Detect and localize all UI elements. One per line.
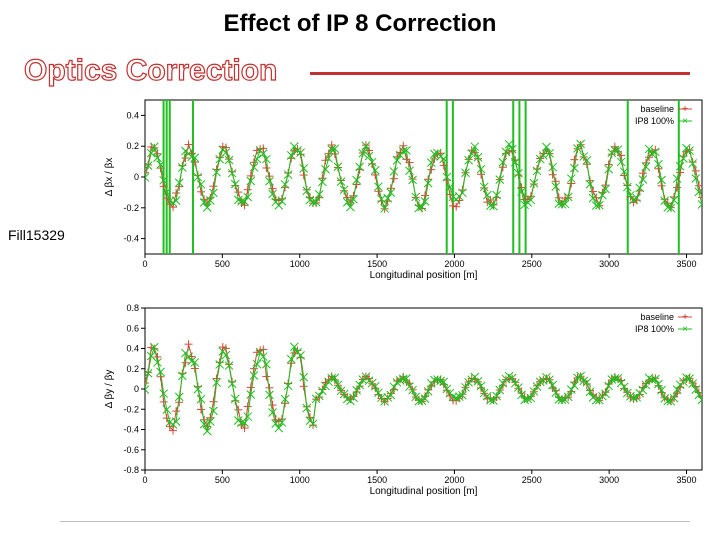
beta-x-chart: 0 500 1000 1500 2000 2500 3000 3500 -0.4 -0.2 0 0.2… xyxy=(100,92,710,282)
svg-text:0.6: 0.6 xyxy=(126,323,139,333)
svg-text:0.4: 0.4 xyxy=(126,110,139,120)
svg-text:1500: 1500 xyxy=(367,259,387,269)
svg-text:3000: 3000 xyxy=(599,259,619,269)
svg-text:0.8: 0.8 xyxy=(126,303,139,313)
svg-text:-0.4: -0.4 xyxy=(123,425,139,435)
svg-text:500: 500 xyxy=(215,475,230,485)
svg-text:×: × xyxy=(682,116,688,127)
svg-text:×: × xyxy=(682,324,688,335)
svg-text:0.2: 0.2 xyxy=(126,141,139,151)
svg-text:2000: 2000 xyxy=(444,259,464,269)
svg-text:-0.2: -0.2 xyxy=(123,203,139,213)
svg-text:2500: 2500 xyxy=(522,259,542,269)
svg-text:1500: 1500 xyxy=(367,475,387,485)
svg-text:baseline: baseline xyxy=(640,312,674,322)
footer-divider xyxy=(60,521,690,522)
svg-text:0.2: 0.2 xyxy=(126,364,139,374)
svg-text:-0.4: -0.4 xyxy=(123,234,139,244)
svg-text:500: 500 xyxy=(215,259,230,269)
fill-label: Fill15329 xyxy=(8,227,65,243)
svg-text:IP8 100%: IP8 100% xyxy=(635,324,674,334)
svg-text:3500: 3500 xyxy=(677,475,697,485)
title-rule xyxy=(310,72,690,75)
svg-text:0: 0 xyxy=(134,384,139,394)
page-title: Effect of IP 8 Correction xyxy=(0,10,720,38)
svg-text:Longitudinal position [m]: Longitudinal position [m] xyxy=(370,270,478,281)
svg-text:0: 0 xyxy=(134,172,139,182)
svg-text:IP8 100%: IP8 100% xyxy=(635,116,674,126)
svg-text:Δ βy / βy: Δ βy / βy xyxy=(104,370,115,409)
svg-text:-0.2: -0.2 xyxy=(123,404,139,414)
svg-text:+: + xyxy=(682,104,688,115)
svg-text:3000: 3000 xyxy=(599,475,619,485)
svg-text:3500: 3500 xyxy=(677,259,697,269)
page-subtitle: Optics Correction xyxy=(24,54,277,88)
svg-text:1000: 1000 xyxy=(290,259,310,269)
svg-text:1000: 1000 xyxy=(290,475,310,485)
svg-text:0: 0 xyxy=(142,475,147,485)
svg-text:2500: 2500 xyxy=(522,475,542,485)
svg-text:0.4: 0.4 xyxy=(126,344,139,354)
svg-text:0: 0 xyxy=(142,259,147,269)
beta-y-chart: 0 500 1000 1500 2000 2500 3000 3500 -0.8 -0.6 -0.4… xyxy=(100,300,710,498)
svg-text:-0.6: -0.6 xyxy=(123,445,139,455)
svg-text:Δ βx / βx: Δ βx / βx xyxy=(104,158,115,197)
svg-text:-0.8: -0.8 xyxy=(123,465,139,475)
svg-text:2000: 2000 xyxy=(444,475,464,485)
svg-text:Longitudinal position [m]: Longitudinal position [m] xyxy=(370,486,478,497)
svg-text:+: + xyxy=(682,312,688,323)
svg-text:baseline: baseline xyxy=(640,104,674,114)
